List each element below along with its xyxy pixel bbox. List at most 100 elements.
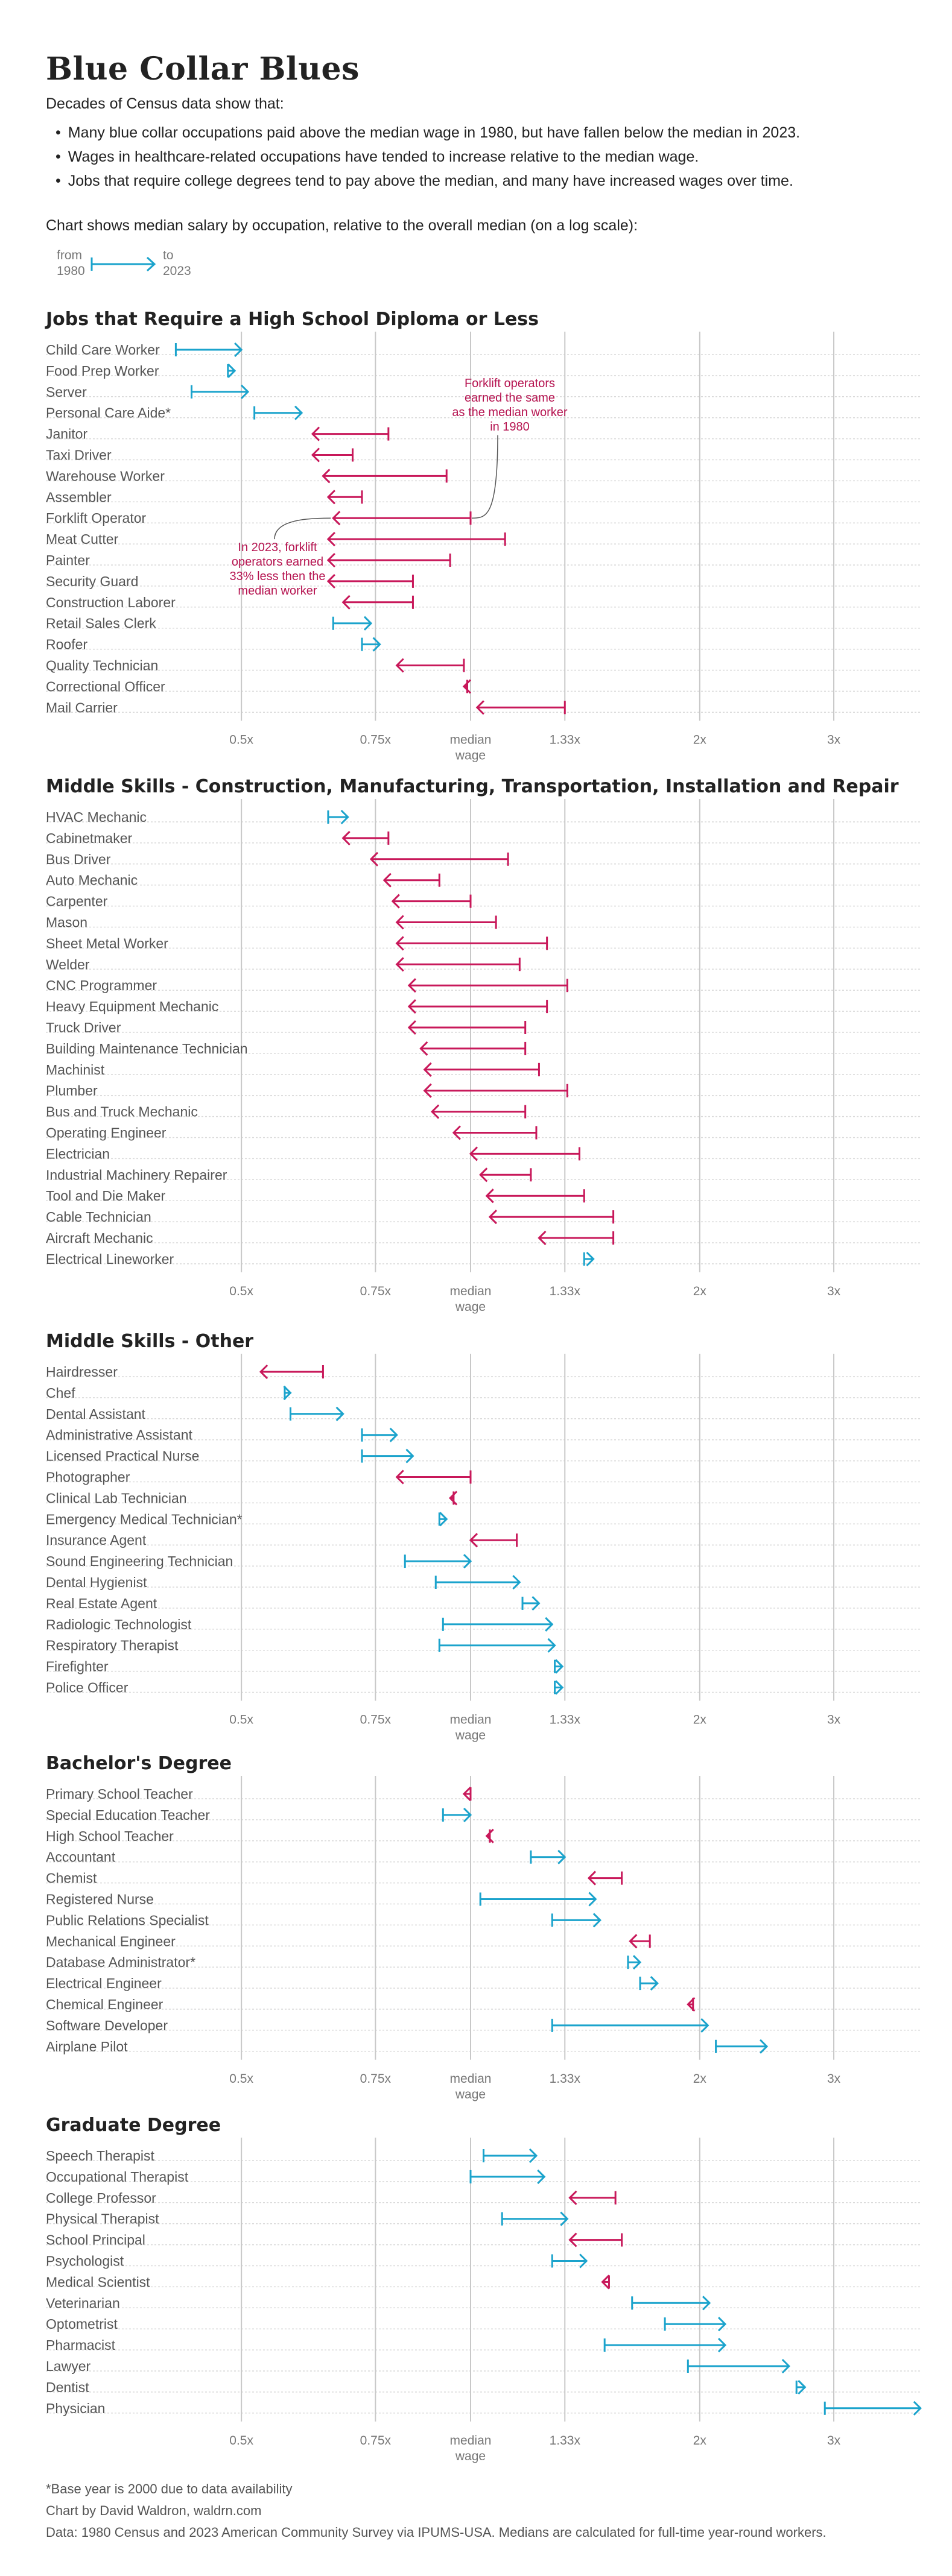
occupation-label: Dental Hygienist xyxy=(46,1574,147,1590)
wage-2023-arrowhead xyxy=(326,573,335,589)
occupation-label: Cabinetmaker xyxy=(46,830,133,846)
wage-2023-arrowhead xyxy=(326,552,335,568)
occupation-label: Electrician xyxy=(46,1146,110,1161)
wage-2023-arrowhead xyxy=(405,1448,414,1463)
x-tick-label: 0.5x xyxy=(229,733,253,747)
wage-2023-arrowhead xyxy=(475,700,484,715)
occupation-label: Operating Engineer xyxy=(46,1125,167,1141)
x-tick-label: 0.5x xyxy=(229,1713,253,1727)
wage-2023-arrowhead xyxy=(568,2190,577,2205)
occupation-label: Bus and Truck Mechanic xyxy=(46,1104,198,1120)
occupation-label: Primary School Teacher xyxy=(46,1786,193,1802)
occupation-label: Lawyer xyxy=(46,2358,90,2374)
occupation-label: Medical Scientist xyxy=(46,2274,150,2290)
x-tick-label: 0.75x xyxy=(360,2434,392,2448)
wage-2023-arrowhead xyxy=(555,1680,564,1695)
wage-2023-arrowhead xyxy=(341,830,351,845)
wage-2023-arrowhead xyxy=(687,1997,696,2012)
dumbbell-chart-panel: Middle Skills - Other 0.5x 0.75x median wage… xyxy=(46,1331,920,1743)
wage-2023-arrowhead xyxy=(311,447,320,462)
wage-2023-arrowhead xyxy=(463,1807,472,1822)
occupation-label: Pharmacist xyxy=(46,2337,116,2353)
occupation-label: CNC Programmer xyxy=(46,977,157,993)
finding-bullet: Wages in healthcare-related occupations … xyxy=(56,145,800,169)
x-tick-label: 3x xyxy=(827,733,841,747)
wage-2023-arrowhead xyxy=(419,1041,428,1056)
wage-2023-arrowhead xyxy=(283,1385,292,1400)
wage-2023-arrowhead xyxy=(702,2296,711,2311)
occupation-label: Dental Assistant xyxy=(46,1406,146,1422)
occupation-label: Speech Therapist xyxy=(46,2148,154,2164)
legend-arrowhead xyxy=(146,256,156,272)
occupation-label: Optometrist xyxy=(46,2316,118,2332)
wage-2023-arrowhead xyxy=(532,1596,541,1611)
wage-2023-arrowhead xyxy=(227,363,236,378)
wage-2023-arrowhead xyxy=(629,1934,638,1949)
occupation-label: Chemical Engineer xyxy=(46,1997,163,2012)
wage-2023-arrowhead xyxy=(391,894,400,909)
wage-2023-arrowhead xyxy=(913,2401,922,2416)
finding-bullet: Many blue collar occupations paid above … xyxy=(56,121,800,145)
wage-2023-arrowhead xyxy=(407,1020,416,1035)
wage-2023-arrowhead xyxy=(340,809,349,825)
occupation-label: Mechanical Engineer xyxy=(46,1933,176,1949)
wage-2023-arrowhead xyxy=(395,957,404,972)
occupation-label: Plumber xyxy=(46,1083,98,1099)
occupation-label: Occupational Therapist xyxy=(46,2169,189,2185)
occupation-label: Mason xyxy=(46,915,87,930)
occupation-label: Meat Cutter xyxy=(46,531,118,547)
wage-2023-arrowhead xyxy=(439,1512,448,1527)
occupation-label: Aircraft Mechanic xyxy=(46,1230,153,1246)
x-tick-label: median xyxy=(450,1284,492,1298)
annotation-text: median worker xyxy=(238,584,317,598)
occupation-label: Police Officer xyxy=(46,1680,129,1696)
wage-2023-arrowhead xyxy=(700,2018,709,2033)
occupation-label: Real Estate Agent xyxy=(46,1596,157,1611)
panel-title: Middle Skills - Construction, Manufactur… xyxy=(46,776,899,797)
wage-2023-arrowhead xyxy=(341,595,351,610)
wage-2023-arrowhead xyxy=(759,2039,769,2054)
legend-key: from 1980 to 2023 xyxy=(57,248,191,278)
x-tick-label: 1.33x xyxy=(550,733,581,747)
wage-2023-arrowhead xyxy=(311,426,320,441)
occupation-label: Painter xyxy=(46,552,90,568)
panel-title: Bachelor's Degree xyxy=(46,1753,232,1774)
occupation-label: Veterinarian xyxy=(46,2295,120,2311)
annotation-text: Forklift operators xyxy=(465,377,555,390)
x-tick-label: 0.5x xyxy=(229,2072,253,2086)
annotation-text: as the median worker xyxy=(452,406,568,419)
occupation-label: Electrical Lineworker xyxy=(46,1251,174,1267)
occupation-label: Sheet Metal Worker xyxy=(46,935,168,951)
wage-2023-arrowhead xyxy=(587,1870,597,1886)
occupation-label: Quality Technician xyxy=(46,658,158,674)
annotation-connector xyxy=(471,435,498,519)
wage-2023-arrowhead xyxy=(717,2338,727,2353)
occupation-label: Physician xyxy=(46,2401,105,2416)
wage-2023-arrowhead xyxy=(512,1574,521,1590)
x-tick-label: 2x xyxy=(693,2072,707,2086)
x-tick-label: 3x xyxy=(827,1284,841,1298)
wage-2023-arrowhead xyxy=(407,978,416,993)
wage-2023-arrowhead xyxy=(407,999,416,1014)
annotation-text: In 2023, forklift xyxy=(238,541,317,554)
x-tick-label: 2x xyxy=(693,2434,707,2448)
wage-2023-arrowhead xyxy=(294,405,303,420)
wage-2023-arrowhead xyxy=(326,490,335,505)
legend-to-label: to xyxy=(163,248,174,262)
occupation-label: Security Guard xyxy=(46,573,138,589)
wage-2023-arrowhead xyxy=(463,1554,472,1569)
occupation-label: Machinist xyxy=(46,1062,105,1078)
x-tick-label: 1.33x xyxy=(550,1284,581,1298)
occupation-label: Retail Sales Clerk xyxy=(46,616,156,631)
wage-2023-arrowhead xyxy=(363,616,373,631)
wage-2023-arrowhead xyxy=(322,469,331,484)
x-tick-label: median xyxy=(450,2434,492,2448)
occupation-label: Accountant xyxy=(46,1849,116,1865)
x-tick-label: wage xyxy=(455,748,486,762)
occupation-label: Child Care Worker xyxy=(46,342,160,358)
occupation-label: Airplane Pilot xyxy=(46,2039,128,2054)
wage-2023-arrowhead xyxy=(632,1955,642,1970)
occupation-label: Sound Engineering Technician xyxy=(46,1553,233,1569)
occupation-label: Psychologist xyxy=(46,2253,124,2269)
intro-text: Decades of Census data show that: xyxy=(46,95,284,112)
